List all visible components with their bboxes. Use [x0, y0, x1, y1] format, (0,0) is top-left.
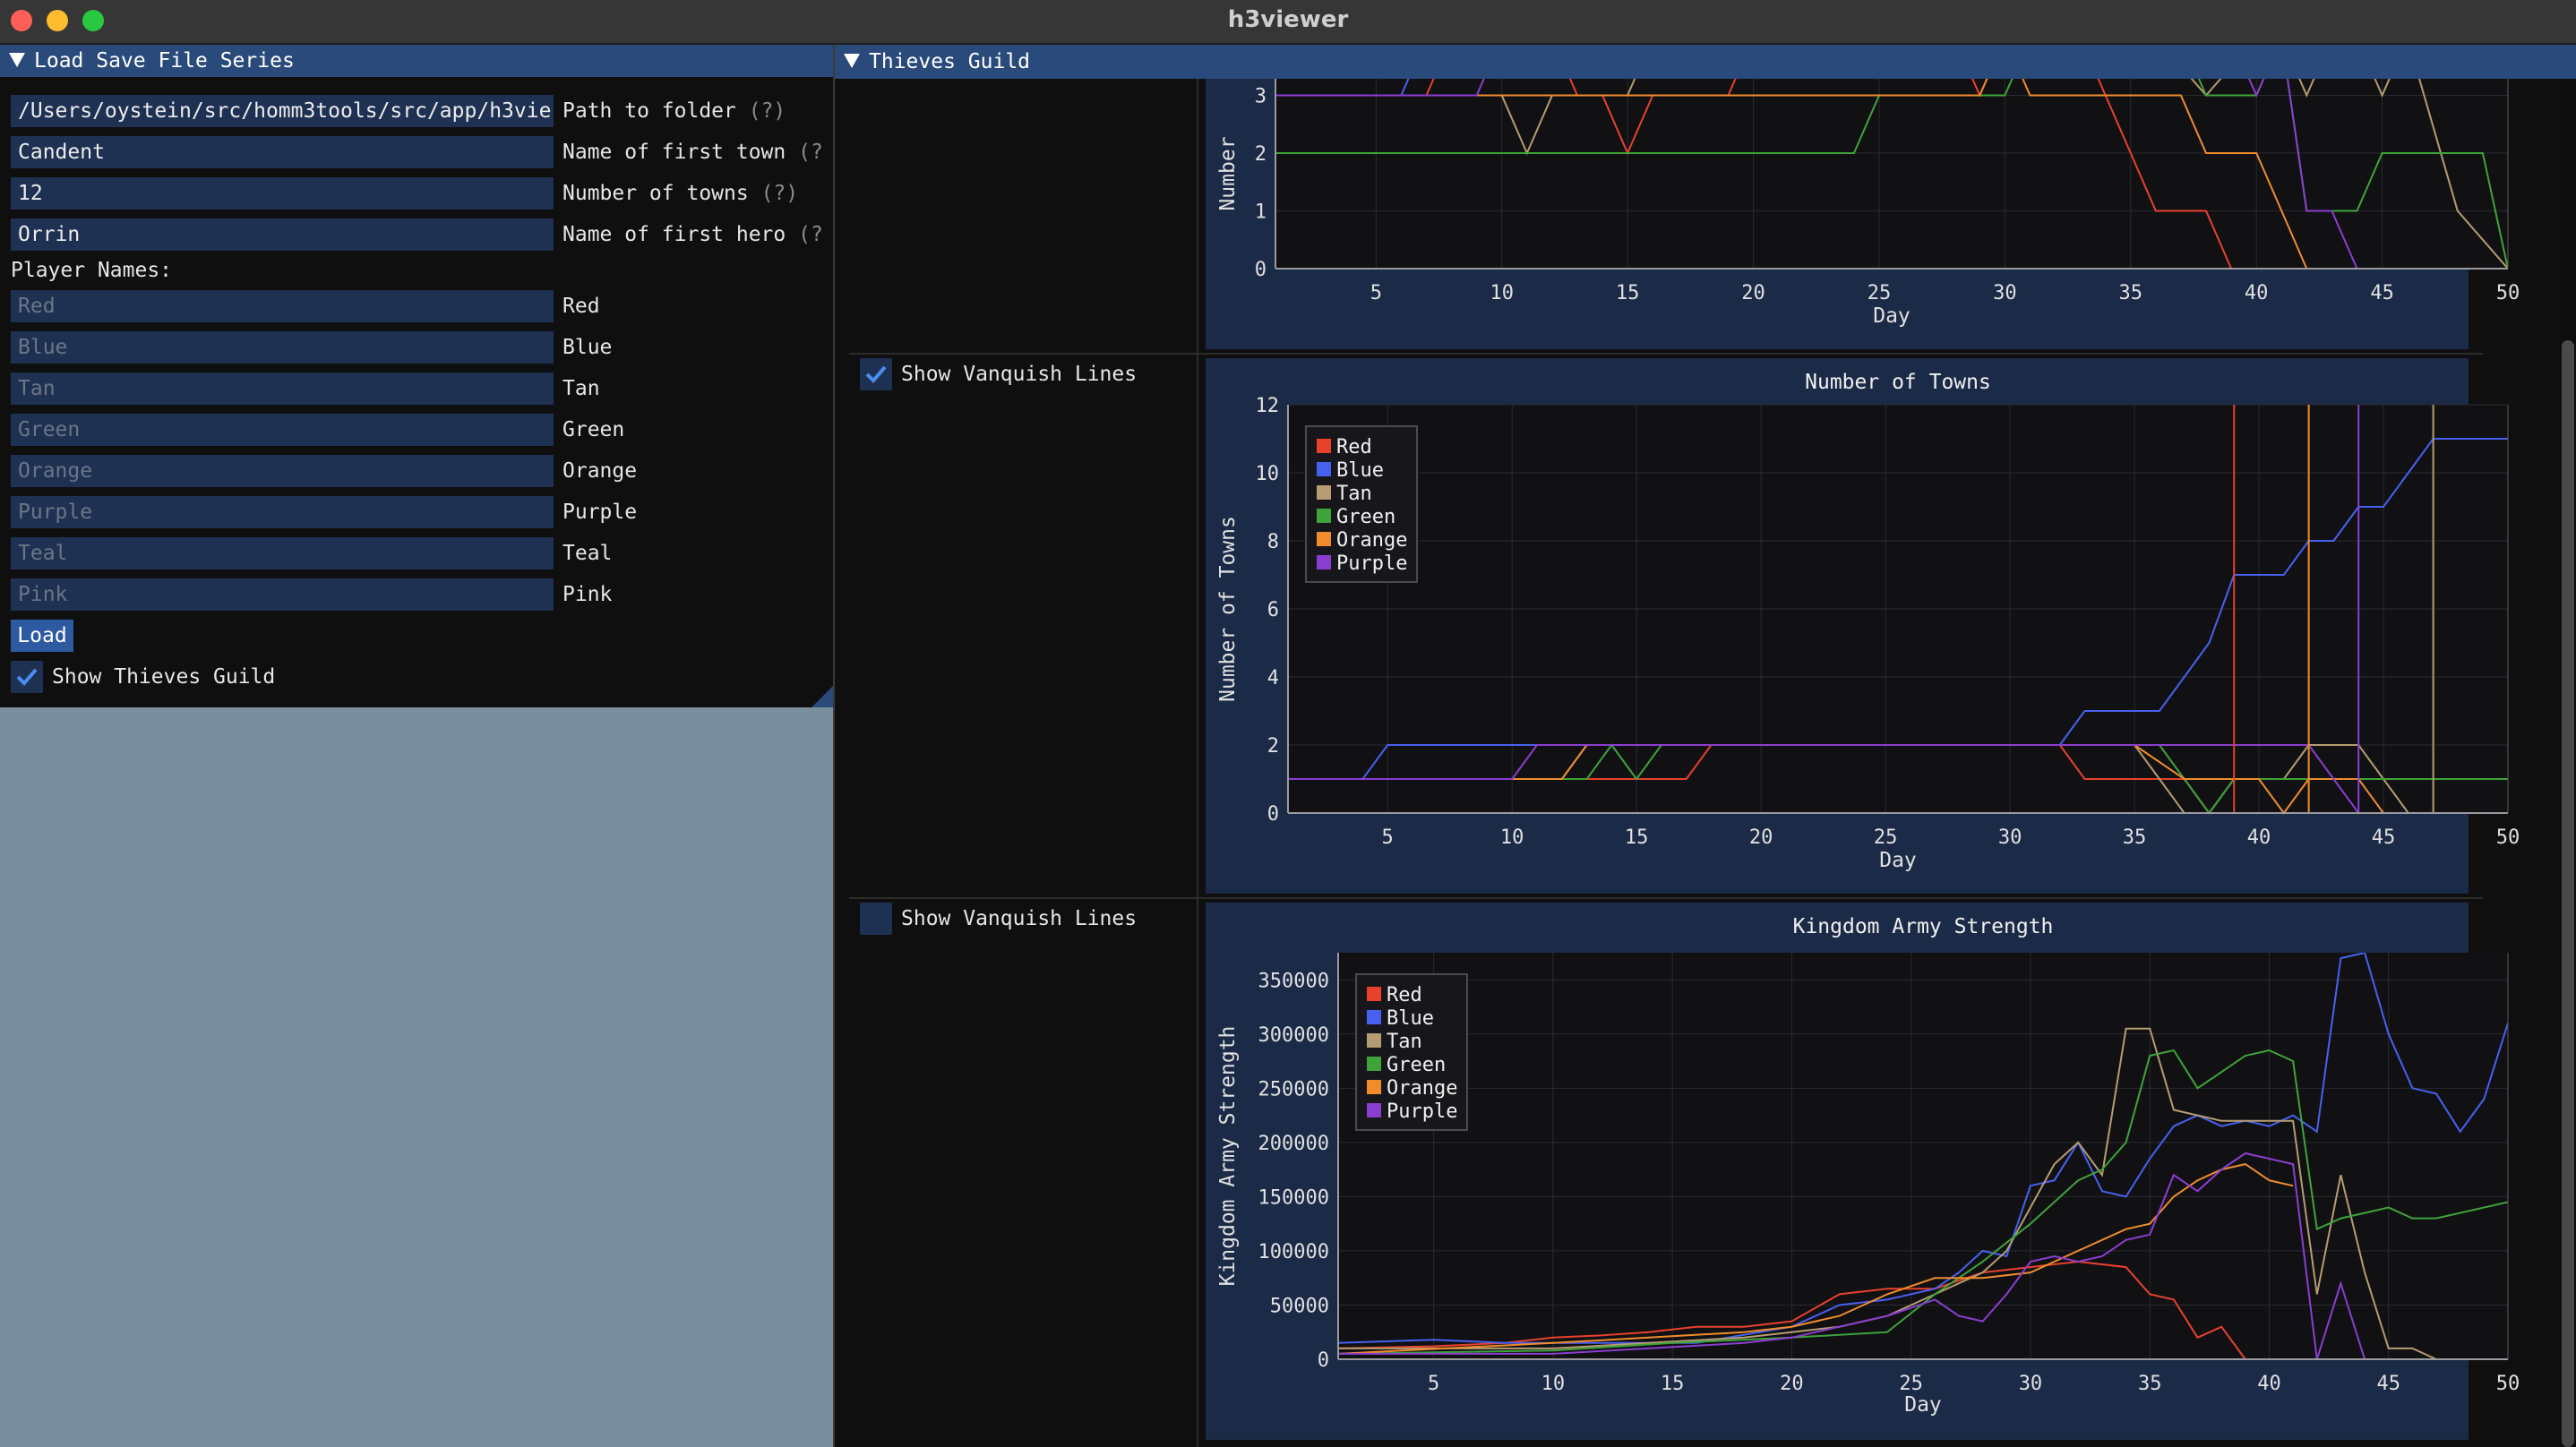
- first-hero-input[interactable]: Orrin: [11, 218, 554, 251]
- num-towns-label: Number of towns (?): [562, 182, 799, 205]
- player-label: Red: [562, 295, 600, 318]
- show-vanquish-lines-label: Show Vanquish Lines: [901, 363, 1138, 386]
- first-town-input[interactable]: Candent: [11, 136, 554, 168]
- help-marker[interactable]: (?): [748, 99, 786, 123]
- player-label: Blue: [562, 336, 613, 359]
- num-towns-input[interactable]: 12: [11, 177, 554, 210]
- resize-grip-icon[interactable]: [811, 686, 833, 707]
- load-save-panel: Load Save File Series /Users/oystein/src…: [0, 45, 833, 707]
- show-vanquish-lines-checkbox[interactable]: [860, 903, 892, 935]
- row-separator: [849, 353, 2483, 355]
- path-input[interactable]: /Users/oystein/src/homm3tools/src/app/h3…: [11, 95, 554, 127]
- show-vanquish-lines-label: Show Vanquish Lines: [901, 907, 1138, 930]
- player-name-input-tan[interactable]: Tan: [11, 372, 554, 405]
- chart-frame-towns: [1206, 358, 2469, 894]
- player-name-input-red[interactable]: Red: [11, 290, 554, 322]
- player-names-label: Player Names:: [11, 259, 173, 282]
- thieves-guild-panel-header[interactable]: Thieves Guild: [835, 45, 2576, 79]
- player-label: Green: [562, 418, 625, 441]
- player-name-input-green[interactable]: Green: [11, 414, 554, 446]
- load-save-panel-header[interactable]: Load Save File Series: [0, 45, 833, 77]
- player-label: Purple: [562, 501, 638, 524]
- load-button[interactable]: Load: [11, 620, 73, 652]
- chart-frame-number: [1206, 79, 2469, 349]
- path-label: Path to folder (?): [562, 99, 786, 123]
- help-marker[interactable]: (?: [798, 223, 823, 246]
- window-title: h3viewer: [1227, 6, 1349, 33]
- maximize-window-button[interactable]: [82, 10, 104, 31]
- row-separator: [849, 897, 2483, 899]
- player-name-input-pink[interactable]: Pink: [11, 578, 554, 611]
- collapse-triangle-icon: [9, 52, 25, 67]
- first-town-label: Name of first town (?: [562, 141, 823, 164]
- player-name-input-orange[interactable]: Orange: [11, 455, 554, 487]
- show-vanquish-lines-checkbox[interactable]: [860, 358, 892, 390]
- column-divider: [1197, 79, 1198, 1447]
- minimize-window-button[interactable]: [47, 10, 68, 31]
- player-label: Tan: [562, 377, 600, 400]
- checkmark-icon: [865, 365, 887, 383]
- player-name-input-teal[interactable]: Teal: [11, 537, 554, 569]
- player-label: Orange: [562, 459, 638, 483]
- window-titlebar: h3viewer: [0, 0, 2576, 45]
- checkmark-icon: [16, 668, 38, 686]
- player-name-input-blue[interactable]: Blue: [11, 331, 554, 364]
- first-hero-label: Name of first hero (?: [562, 223, 823, 246]
- player-label: Teal: [562, 542, 613, 565]
- player-name-input-purple[interactable]: Purple: [11, 496, 554, 528]
- chart-frame-army: [1206, 903, 2469, 1440]
- collapse-triangle-icon: [844, 53, 860, 68]
- help-marker[interactable]: (?): [760, 182, 799, 205]
- player-label: Pink: [562, 583, 613, 606]
- panel-title: Load Save File Series: [34, 49, 295, 73]
- panel-title: Thieves Guild: [869, 50, 1031, 73]
- thieves-guild-panel: Thieves Guild Show Vanquish Lines Show V…: [833, 45, 2576, 1447]
- show-thieves-guild-checkbox[interactable]: [11, 661, 43, 693]
- scrollbar-thumb[interactable]: [2562, 340, 2574, 1447]
- close-window-button[interactable]: [11, 10, 32, 31]
- help-marker[interactable]: (?: [798, 141, 823, 164]
- show-thieves-guild-label: Show Thieves Guild: [52, 665, 276, 689]
